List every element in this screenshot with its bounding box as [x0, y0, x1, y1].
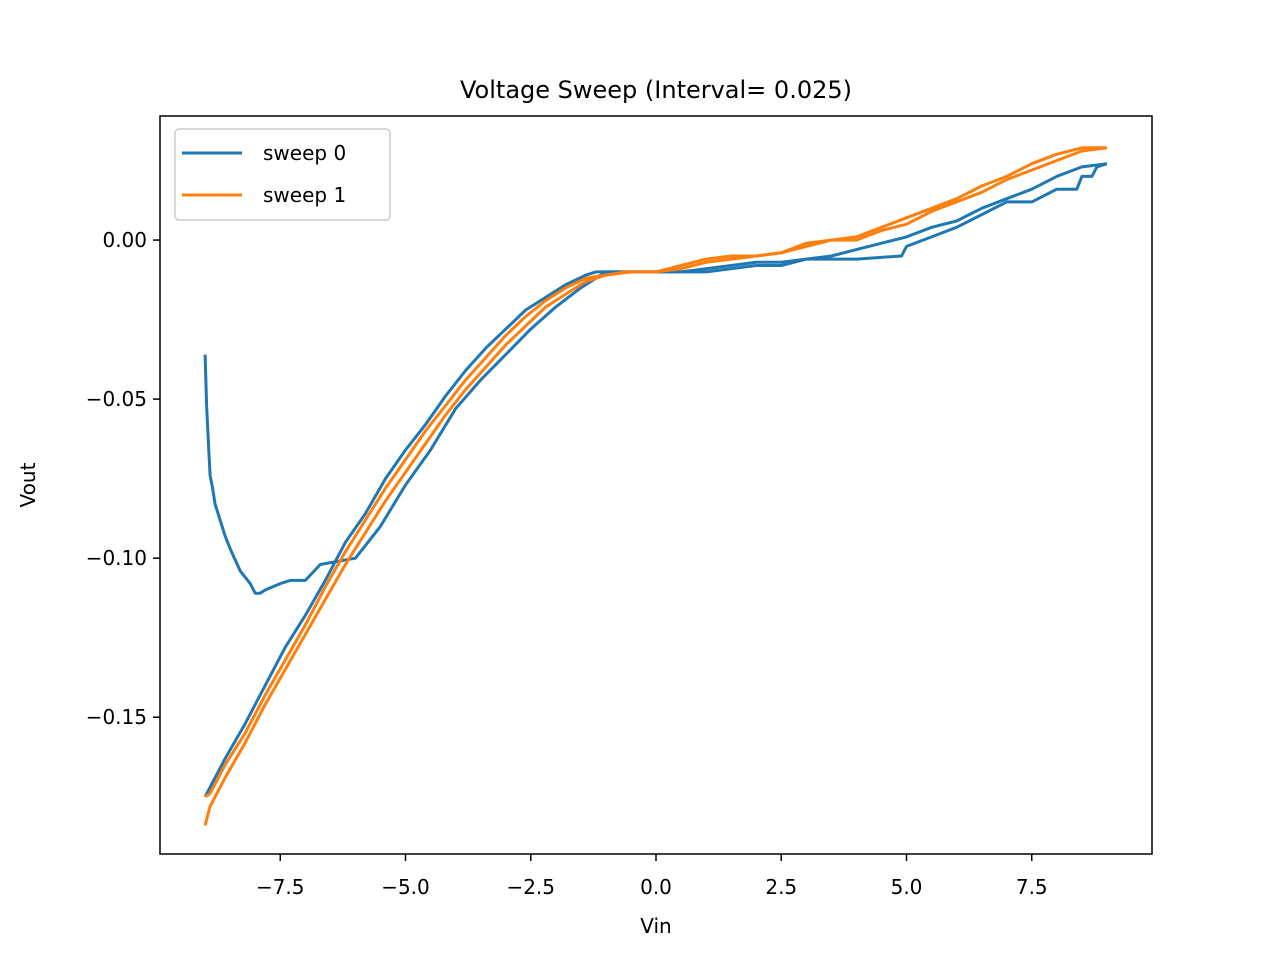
plot-area	[203, 146, 1108, 826]
legend: sweep 0 sweep 1	[174, 128, 391, 221]
series-line-sweep-0-1	[203, 162, 1108, 798]
legend-label-sweep-1: sweep 1	[263, 183, 346, 207]
y-axis-label: Vout	[16, 462, 40, 507]
series-line-sweep-1-2	[203, 146, 1108, 826]
chart-title: Voltage Sweep (Interval= 0.025)	[460, 76, 852, 104]
x-axis: −7.5 −5.0 −2.5 0.0 2.5 5.0 7.5	[256, 854, 1048, 899]
legend-label-sweep-0: sweep 0	[263, 141, 346, 165]
x-tick-label: −7.5	[256, 875, 305, 899]
x-tick-label: 0.0	[640, 875, 672, 899]
series-line-sweep-0-0	[203, 162, 1108, 595]
series-line-sweep-1-3	[204, 146, 1107, 798]
x-tick-label: 7.5	[1016, 875, 1048, 899]
x-tick-label: −2.5	[506, 875, 555, 899]
series-layer	[203, 146, 1108, 826]
x-tick-label: −5.0	[381, 875, 430, 899]
y-axis: 0.00 −0.05 −0.10 −0.15	[86, 228, 160, 729]
y-tick-label: −0.10	[86, 546, 147, 570]
x-tick-label: 5.0	[891, 875, 923, 899]
x-tick-label: 2.5	[765, 875, 797, 899]
y-tick-label: −0.15	[86, 705, 147, 729]
x-axis-label: Vin	[640, 914, 671, 938]
y-tick-label: 0.00	[102, 228, 147, 252]
y-tick-label: −0.05	[86, 387, 147, 411]
